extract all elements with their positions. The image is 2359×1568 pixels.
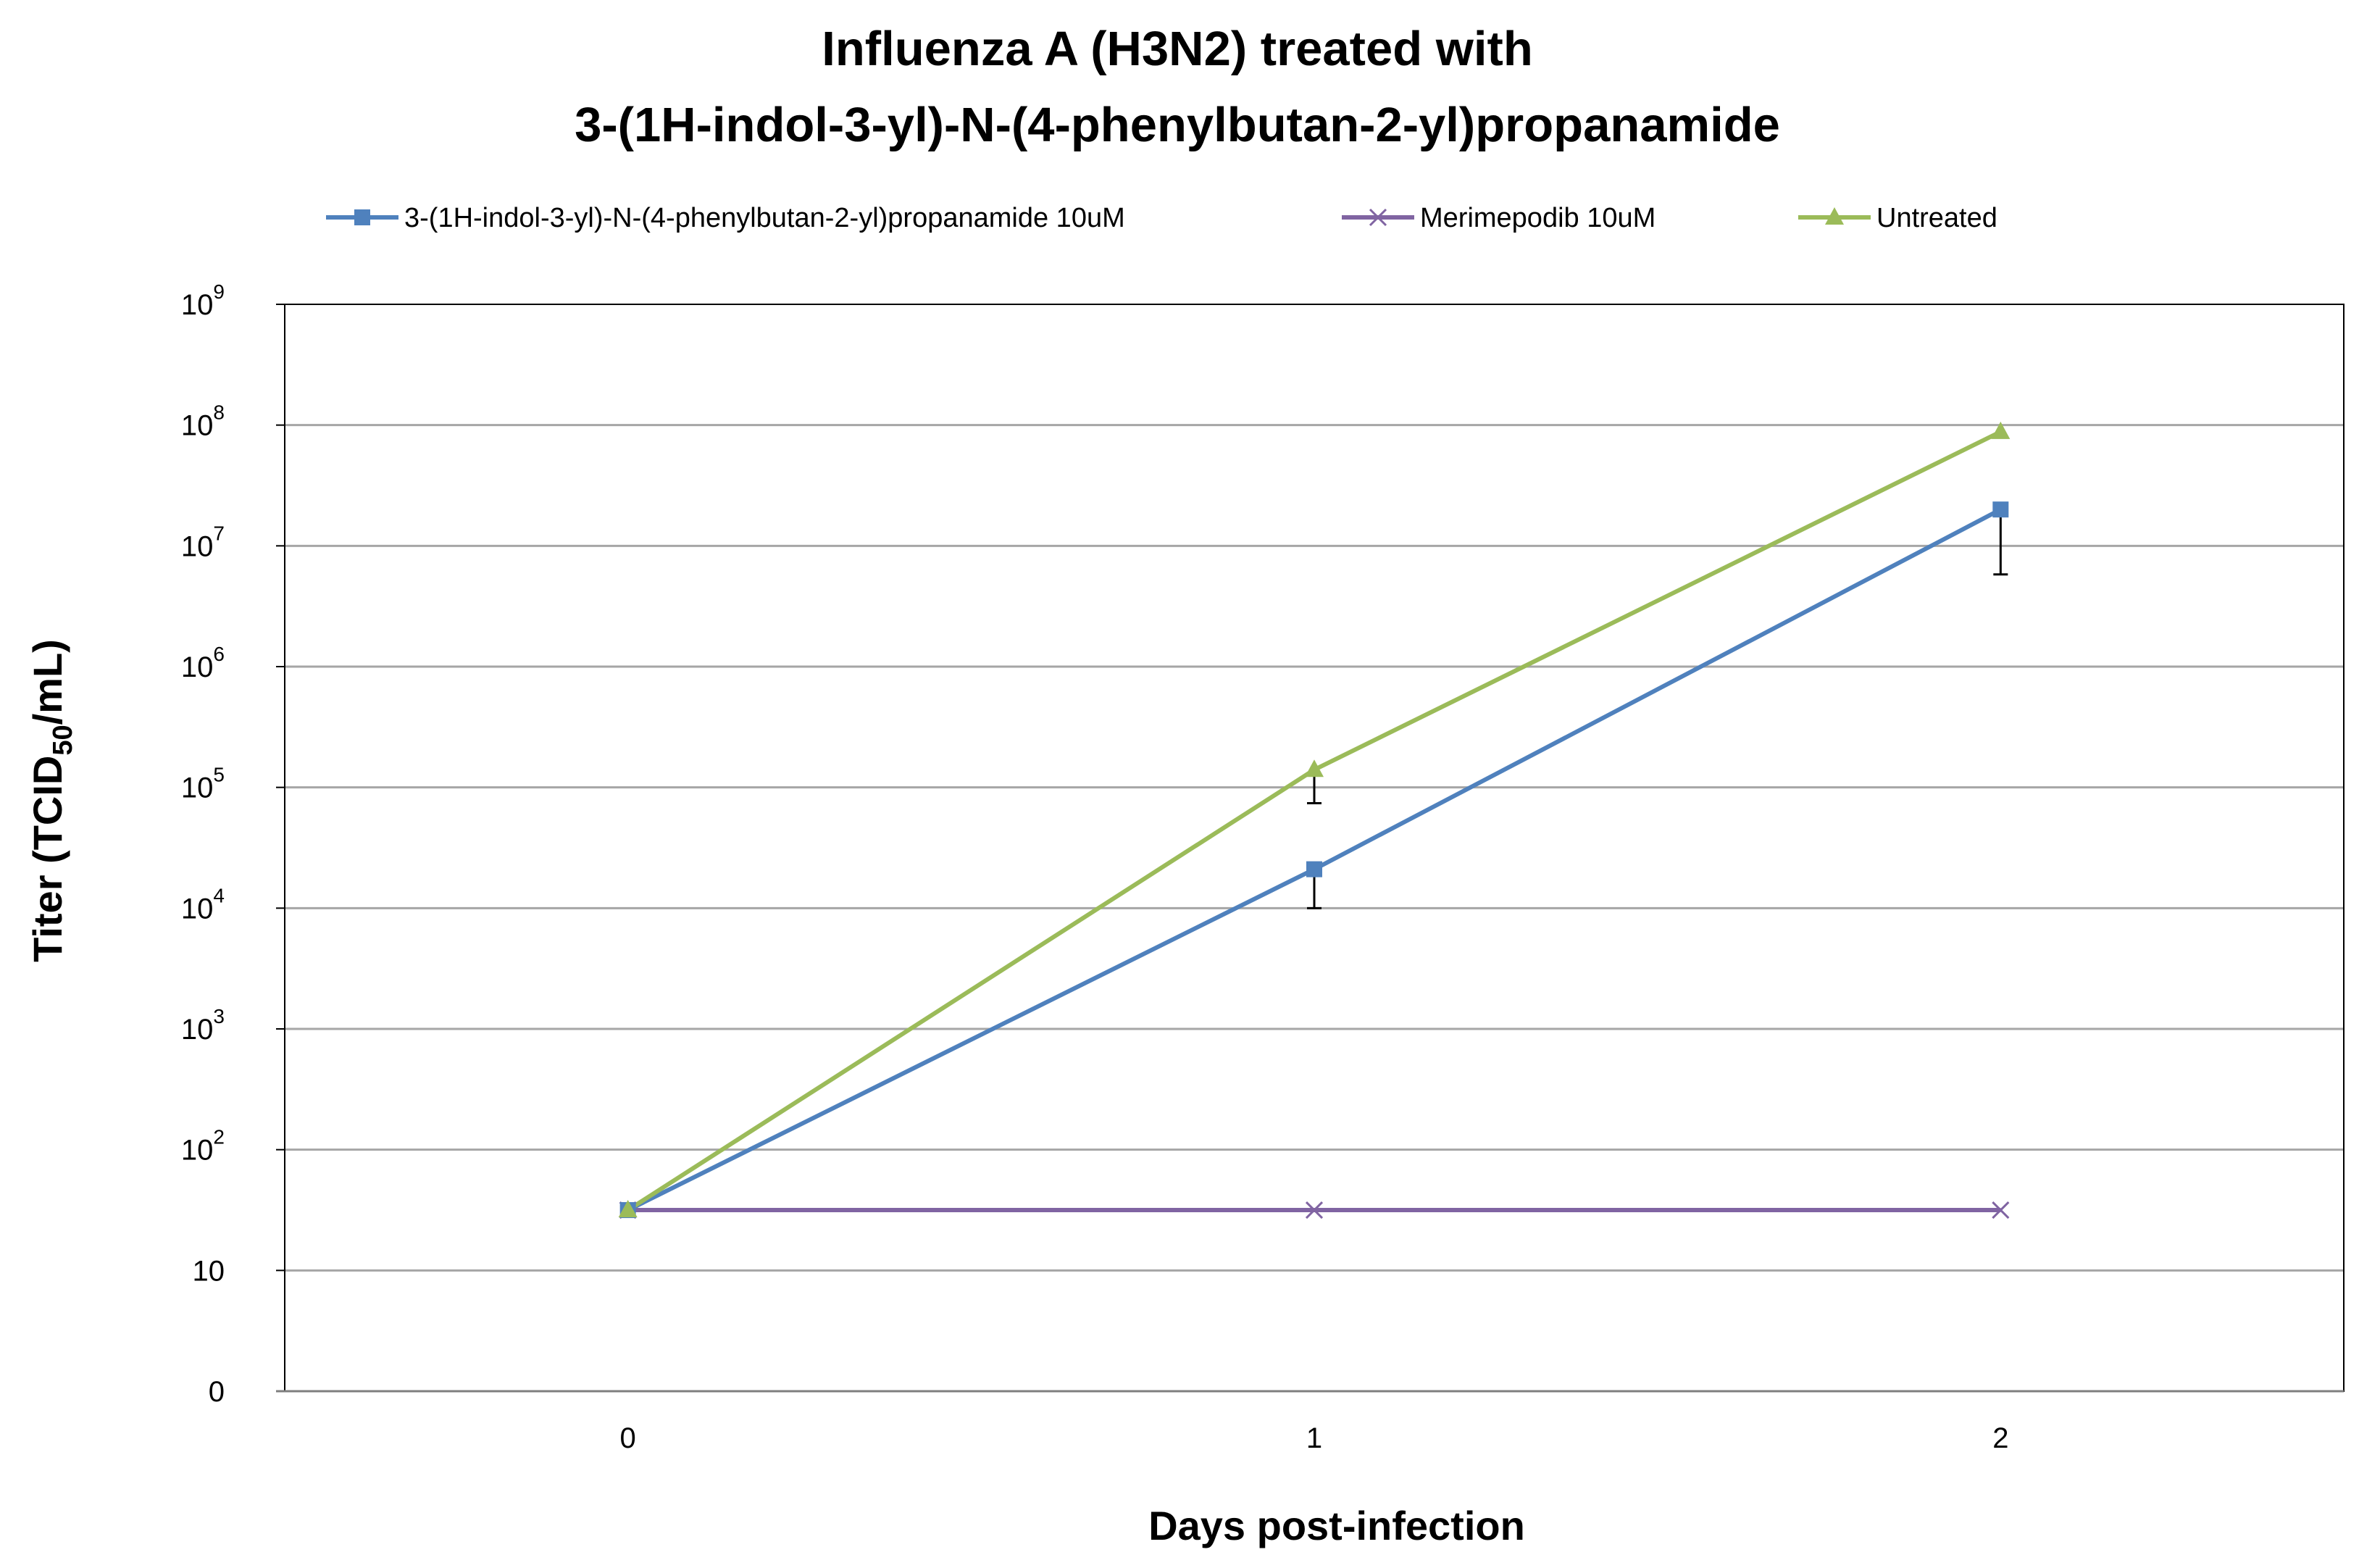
y-axis-title-unit: /mL): [25, 639, 70, 725]
plot-area-border: [284, 304, 2345, 1392]
x-tick-label: 2: [1992, 1422, 2008, 1454]
series-lines: [627, 430, 2002, 1213]
chart-title-line-1: Influenza A (H3N2) treated with: [822, 22, 1533, 76]
data-point: [1991, 421, 2011, 439]
y-tick-label: 10: [193, 1255, 225, 1287]
y-tick-label: 0: [209, 1376, 225, 1408]
x-tick-labels: 0 1 2: [620, 1422, 2009, 1454]
legend-swatch-marker: [1369, 208, 1387, 227]
y-tick-label: 108: [181, 401, 225, 442]
x-tick-label: 1: [1306, 1422, 1322, 1454]
data-point: [1992, 501, 2009, 518]
legend-swatch-marker: [354, 209, 370, 225]
y-axis-title: Titer (TCID50/mL): [25, 639, 78, 962]
series-markers: [618, 421, 2011, 1219]
x-tick-label: 0: [620, 1422, 636, 1454]
x-axis-title: Days post-infection: [1148, 1503, 1525, 1548]
legend-swatch-marker: [1825, 207, 1844, 225]
data-point: [1305, 759, 1324, 777]
y-tick-label: 104: [181, 884, 225, 925]
chart-title: Influenza A (H3N2) treated with 3-(1H-in…: [575, 22, 1780, 152]
data-point: [1305, 1201, 1324, 1219]
data-point: [1306, 861, 1322, 877]
legend-label: 3-(1H-indol-3-yl)-N-(4-phenylbutan-2-yl)…: [404, 203, 1125, 233]
legend: 3-(1H-indol-3-yl)-N-(4-phenylbutan-2-yl)…: [326, 203, 1997, 233]
axes: [276, 304, 2345, 1393]
series-line: [627, 507, 2002, 1212]
y-axis-title-main: Titer (TCID: [25, 756, 70, 962]
y-tick-label: 102: [181, 1126, 225, 1167]
y-tick-label: 105: [181, 764, 225, 804]
y-tick-label: 109: [181, 280, 225, 321]
y-tick-label: 106: [181, 643, 225, 683]
data-point: [1992, 1201, 2010, 1219]
data-point: [618, 1200, 638, 1218]
series-line: [627, 430, 2002, 1212]
legend-label: Untreated: [1876, 203, 1997, 233]
y-tick-label: 107: [181, 522, 225, 562]
y-axis-title-sub: 50: [48, 725, 78, 755]
chart-title-line-2: 3-(1H-indol-3-yl)-N-(4-phenylbutan-2-yl)…: [575, 98, 1780, 152]
legend-label: Merimepodib 10uM: [1420, 203, 1656, 233]
y-tick-label: 103: [181, 1005, 225, 1046]
legend-item: Merimepodib 10uM: [1342, 203, 1656, 233]
error-bars: [1307, 509, 2008, 909]
legend-item: Untreated: [1798, 203, 1997, 233]
y-tick-labels: 0 10 102 103 104 105 106 107 108 109: [181, 280, 225, 1408]
gridlines: [285, 424, 2344, 1272]
legend-item: 3-(1H-indol-3-yl)-N-(4-phenylbutan-2-yl)…: [326, 203, 1125, 233]
